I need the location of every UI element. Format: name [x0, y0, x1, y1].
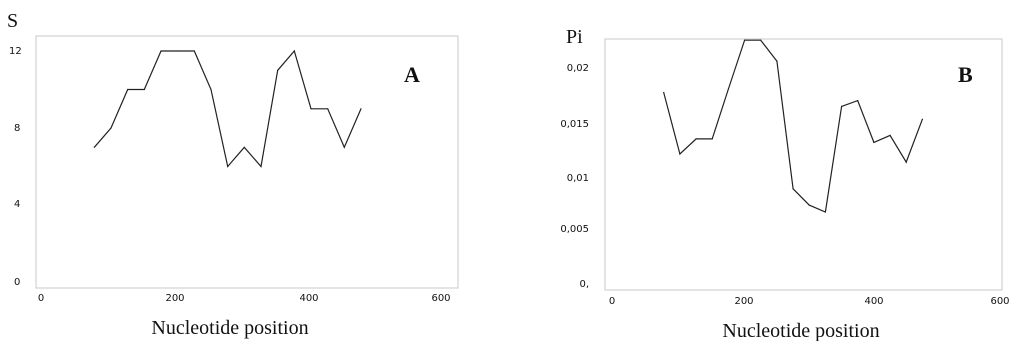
- panel-a-data-point: [310, 108, 312, 110]
- panel-b-y-tick-label: 0,: [579, 279, 589, 290]
- panel-a-data-point: [227, 165, 229, 168]
- panel-b-x-tick-label: 0: [609, 296, 615, 307]
- panel-a-y-ticks: 12 8 4 0: [9, 46, 22, 288]
- panel-b-data-point: [873, 141, 875, 143]
- panel-b-x-tick-label: 400: [864, 296, 883, 307]
- panel-a-data-point: [143, 88, 145, 91]
- panel-b-y-ticks: 0,02 0,015 0,01 0,005 0,: [560, 63, 589, 290]
- panel-a-data-point: [127, 88, 129, 91]
- panel-a-data-point: [293, 50, 295, 52]
- panel-a-x-tick-label: 0: [38, 293, 44, 304]
- panel-a-y-axis-label: S: [7, 10, 18, 32]
- panel-b-data-point: [727, 88, 730, 90]
- panel-b-data-point: [695, 138, 697, 140]
- panel-b-data-point: [663, 91, 665, 94]
- panel-b-data-point: [776, 60, 778, 62]
- panel-a-y-tick-label: 12: [9, 46, 22, 57]
- chart-panel-a: S A 12 8 4 0 0 200 400 600 Nucleotide po…: [7, 10, 459, 339]
- panel-a-data-point: [243, 146, 245, 148]
- panel-b-data-point: [679, 153, 681, 155]
- panel-b-data-point: [744, 39, 746, 41]
- panel-b-data-point: [841, 105, 843, 107]
- panel-b-data-point: [889, 134, 891, 136]
- panel-a-letter: A: [404, 62, 420, 87]
- panel-b-letter: B: [958, 62, 973, 87]
- panel-a-x-tick-label: 600: [431, 293, 450, 304]
- panel-a-y-tick-label: 4: [14, 199, 20, 210]
- panel-b-plot-frame: [604, 38, 1003, 291]
- panel-a-data-point: [177, 50, 179, 52]
- panel-b-data-point: [921, 118, 924, 120]
- panel-b-y-tick-label: 0,01: [567, 173, 589, 184]
- panel-a-data-point: [110, 127, 112, 129]
- panel-a-data-point: [343, 146, 345, 148]
- panel-b-x-axis-label: Nucleotide position: [722, 320, 879, 341]
- panel-b-y-axis-label: Pi: [566, 26, 583, 48]
- panel-a-y-tick-label: 8: [14, 123, 20, 134]
- panel-a-data-point: [160, 50, 162, 52]
- panel-a-data-point: [277, 69, 279, 71]
- panel-a-x-tick-label: 200: [165, 293, 184, 304]
- panel-a-data-point: [193, 50, 195, 52]
- panel-b-x-tick-label: 600: [990, 296, 1009, 307]
- panel-b-data-point: [760, 39, 762, 41]
- panel-a-x-ticks: 0 200 400 600: [38, 293, 451, 304]
- panel-b-y-tick-label: 0,015: [560, 119, 589, 130]
- panel-a-data-point: [260, 165, 262, 168]
- panel-b-data-point: [808, 204, 810, 206]
- panel-a-data-point: [93, 146, 95, 148]
- panel-a-plot-frame: [35, 35, 459, 289]
- panel-b-x-ticks: 0 200 400 600: [609, 296, 1010, 307]
- panel-a-data-point: [360, 108, 362, 110]
- panel-b-y-tick-label: 0,005: [560, 224, 589, 235]
- panel-a-data-point: [327, 108, 329, 110]
- panel-a-data-point: [210, 88, 212, 91]
- panel-a-x-tick-label: 400: [299, 293, 318, 304]
- chart-panel-b: Pi B 0,02 0,015 0,01 0,005 0, 0 200 400 …: [560, 26, 1010, 342]
- panel-b-x-tick-label: 200: [734, 296, 753, 307]
- panel-b-data-point: [711, 138, 713, 140]
- panel-b-y-tick-label: 0,02: [567, 63, 589, 74]
- panel-b-data-point: [792, 188, 794, 190]
- panel-a-y-tick-label: 0: [14, 277, 20, 288]
- panel-b-data-point: [857, 100, 859, 102]
- panel-a-x-axis-label: Nucleotide position: [151, 317, 308, 339]
- panel-b-data-point: [905, 161, 907, 163]
- panel-b-data-point: [824, 211, 827, 213]
